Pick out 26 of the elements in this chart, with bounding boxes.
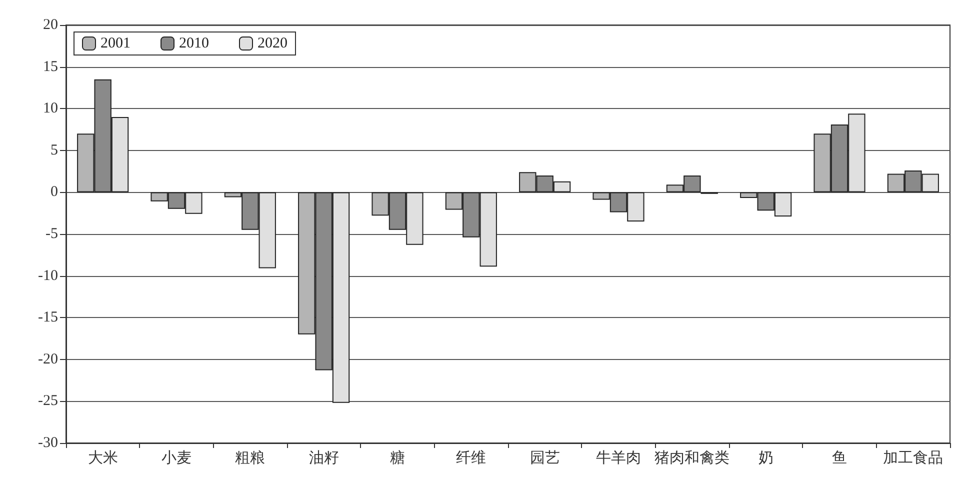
y-tick-label: -20 (38, 351, 58, 368)
x-tick-label: 小麦 (162, 450, 192, 466)
x-tick-label: 糖 (390, 450, 405, 466)
x-tick-label: 加工食品 (883, 450, 944, 466)
x-tick-label: 猪肉和禽类 (654, 450, 730, 466)
y-tick-label: -5 (46, 226, 58, 242)
y-tick-label: 15 (43, 58, 58, 75)
y-tick-label: -10 (38, 268, 58, 284)
x-tick-label: 纤维 (456, 450, 486, 466)
y-tick-label: 10 (43, 100, 58, 117)
y-tick-label: -25 (38, 393, 58, 410)
legend-label: 2020 (258, 36, 288, 52)
x-tick-label: 鱼 (832, 450, 847, 466)
x-tick-label: 园艺 (530, 450, 560, 466)
x-tick-label: 粗粮 (235, 450, 266, 466)
x-tick-label: 奶 (758, 450, 774, 466)
y-tick-label: -15 (38, 310, 58, 326)
y-tick-label: 0 (50, 184, 58, 200)
x-tick-label: 牛羊肉 (596, 450, 641, 466)
y-tick-label: -30 (38, 435, 58, 451)
x-tick-label: 油籽 (308, 450, 339, 466)
y-tick-label: 20 (43, 17, 58, 33)
legend-label: 2010 (179, 36, 209, 52)
y-tick-label: 5 (50, 142, 58, 158)
x-tick-label: 大米 (88, 450, 118, 466)
legend-label: 2001 (100, 36, 130, 52)
